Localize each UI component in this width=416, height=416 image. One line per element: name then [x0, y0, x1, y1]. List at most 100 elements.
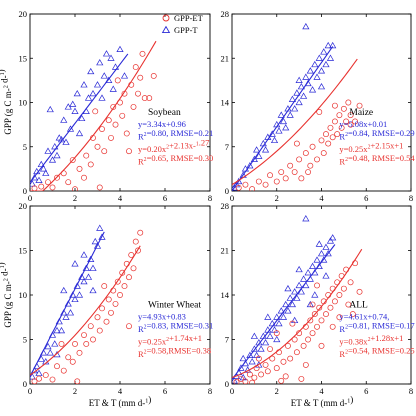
point-gpp-t [120, 72, 129, 79]
point-gpp-et [347, 279, 354, 286]
point-gpp-et [112, 121, 119, 128]
point-gpp-et [302, 361, 309, 368]
point-gpp-et [49, 376, 56, 383]
y-tick-label: 15 [19, 53, 28, 63]
point-gpp-t [317, 67, 326, 74]
equation-text: y=5.08x+0.01 [339, 119, 387, 129]
point-gpp-et [235, 184, 242, 191]
point-gpp-t [246, 351, 254, 358]
panel-title: ALL [349, 300, 368, 310]
point-gpp-et [69, 358, 76, 365]
x-tick-label: 4 [319, 386, 324, 396]
equation-text: R2=0.58,RMSE=0.38 [138, 346, 211, 359]
point-gpp-t [89, 264, 97, 271]
point-gpp-t [89, 286, 97, 294]
point-gpp-t [60, 286, 68, 294]
point-gpp-t [311, 60, 319, 68]
point-gpp-et [87, 323, 94, 330]
point-gpp-t [75, 291, 84, 298]
point-gpp-et [65, 354, 72, 361]
fit-line-gpp-t [30, 53, 129, 183]
point-gpp-et [300, 342, 307, 349]
point-gpp-t [295, 281, 303, 289]
point-gpp-et [323, 311, 329, 318]
point-gpp-et [60, 367, 67, 374]
point-gpp-et [105, 296, 112, 303]
point-gpp-et [121, 283, 128, 290]
point-gpp-t [39, 165, 48, 172]
point-gpp-t [53, 350, 61, 358]
point-gpp-t [107, 54, 115, 61]
point-gpp-et [327, 304, 334, 311]
point-gpp-t [80, 277, 88, 285]
point-gpp-et [345, 301, 352, 308]
equation-text: y=0.38x2+1.28x+1 [339, 333, 403, 346]
point-gpp-et [126, 323, 132, 330]
point-gpp-et [251, 374, 258, 381]
point-gpp-et [316, 304, 323, 311]
point-gpp-t [44, 147, 52, 154]
point-gpp-et [135, 90, 141, 97]
point-gpp-et [96, 327, 103, 334]
point-gpp-et [273, 365, 280, 372]
panel-title: Soybean [148, 108, 181, 118]
point-gpp-et [293, 140, 300, 147]
point-gpp-et [114, 77, 121, 84]
point-gpp-t [293, 294, 301, 301]
point-gpp-t [326, 237, 335, 244]
point-gpp-et [76, 349, 83, 356]
x-tick-label: 2 [275, 193, 279, 203]
point-gpp-t [248, 358, 256, 365]
y-tick-label: 7 [225, 142, 229, 152]
point-gpp-et [83, 152, 90, 159]
plot-frame [231, 13, 412, 192]
point-gpp-et [36, 375, 42, 382]
point-gpp-et [112, 300, 119, 307]
point-gpp-et [31, 185, 38, 191]
y-tick-label: 0 [23, 186, 27, 196]
point-gpp-et [287, 162, 294, 169]
fit-line-gpp-et [232, 58, 358, 186]
point-gpp-t [57, 326, 66, 334]
point-gpp-et [273, 330, 280, 337]
y-tick-label: 7 [225, 335, 229, 345]
point-gpp-et [347, 121, 354, 128]
point-gpp-t [317, 82, 326, 90]
legend: GPP-ET GPP-T [161, 13, 204, 35]
point-gpp-t [30, 373, 36, 380]
data-layer [232, 215, 363, 384]
point-gpp-et [69, 157, 76, 163]
point-gpp-t [42, 169, 50, 176]
point-gpp-et [309, 301, 316, 308]
point-gpp-t [320, 48, 328, 55]
point-gpp-t [282, 300, 290, 308]
point-gpp-et [309, 330, 316, 337]
equation-text: R2=0.65, RMSE=0.30 [138, 153, 213, 166]
point-gpp-et [307, 317, 314, 324]
point-gpp-et [101, 148, 108, 155]
point-gpp-et [336, 314, 343, 321]
fit-line-gpp-t [232, 46, 334, 191]
panel-soybean: 0 2 4 6 8 0 5 10 15 20 Soybeany=3.34x+0.96R2=0.80,… [19, 9, 214, 203]
point-gpp-t [51, 143, 59, 150]
point-gpp-et [255, 178, 262, 185]
y-tick-label: 14 [221, 98, 230, 108]
x-tick-label: 6 [364, 193, 368, 203]
point-gpp-t [275, 127, 283, 134]
point-gpp-t [87, 255, 95, 262]
point-gpp-t [46, 349, 54, 356]
equation-text: R2=0.83, RMSE=0.31 [138, 321, 213, 334]
x-tick-label: 2 [73, 193, 77, 203]
x-axis-labels: ET & T (mm d-1) ET & T (mm d-1) [89, 395, 354, 408]
point-gpp-et [135, 247, 141, 254]
x-tick-label: 8 [409, 193, 413, 203]
point-gpp-t [30, 180, 36, 187]
point-gpp-t [315, 240, 323, 247]
point-gpp-et [305, 336, 312, 343]
point-gpp-t [277, 111, 285, 118]
point-gpp-et [99, 305, 105, 312]
x-axis-label: ET & T (mm d-1) [291, 395, 354, 408]
point-gpp-et [329, 134, 336, 141]
point-gpp-et [258, 371, 265, 378]
point-gpp-t [84, 273, 93, 280]
